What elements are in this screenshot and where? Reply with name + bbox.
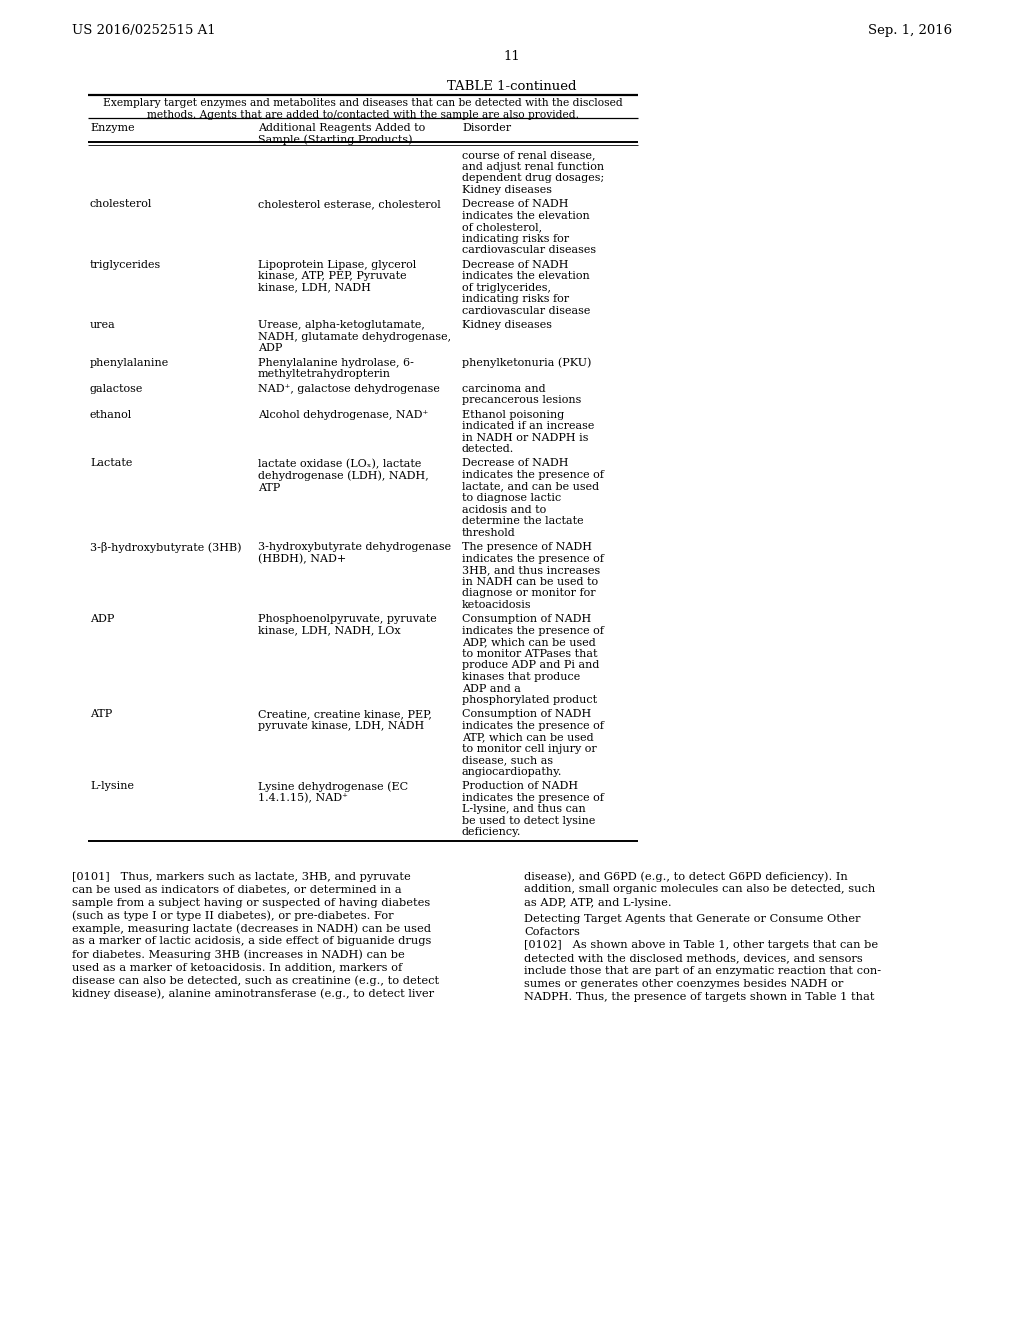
Text: cholesterol: cholesterol (90, 199, 153, 209)
Text: Phosphoenolpyruvate, pyruvate
kinase, LDH, NADH, LOx: Phosphoenolpyruvate, pyruvate kinase, LD… (258, 614, 437, 636)
Text: disease can also be detected, such as creatinine (e.g., to detect: disease can also be detected, such as cr… (72, 975, 439, 986)
Text: Lysine dehydrogenase (EC
1.4.1.15), NAD⁺: Lysine dehydrogenase (EC 1.4.1.15), NAD⁺ (258, 781, 409, 804)
Text: ATP: ATP (90, 709, 113, 719)
Text: disease), and G6PD (e.g., to detect G6PD deficiency). In: disease), and G6PD (e.g., to detect G6PD… (524, 871, 848, 882)
Text: methods. Agents that are added to/contacted with the sample are also provided.: methods. Agents that are added to/contac… (147, 110, 579, 120)
Text: course of renal disease,
and adjust renal function
dependent drug dosages;
Kidne: course of renal disease, and adjust rena… (462, 150, 604, 195)
Text: carcinoma and
precancerous lesions: carcinoma and precancerous lesions (462, 384, 582, 405)
Text: as ADP, ATP, and L-lysine.: as ADP, ATP, and L-lysine. (524, 898, 672, 908)
Text: phenylalanine: phenylalanine (90, 358, 169, 367)
Text: (such as type I or type II diabetes), or pre-diabetes. For: (such as type I or type II diabetes), or… (72, 911, 393, 921)
Text: for diabetes. Measuring 3HB (increases in NADH) can be: for diabetes. Measuring 3HB (increases i… (72, 949, 404, 960)
Text: example, measuring lactate (decreases in NADH) can be used: example, measuring lactate (decreases in… (72, 924, 431, 935)
Text: triglycerides: triglycerides (90, 260, 161, 269)
Text: ADP: ADP (90, 614, 115, 624)
Text: Disorder: Disorder (462, 123, 511, 133)
Text: phenylketonuria (PKU): phenylketonuria (PKU) (462, 358, 592, 368)
Text: addition, small organic molecules can also be detected, such: addition, small organic molecules can al… (524, 884, 876, 895)
Text: as a marker of lactic acidosis, a side effect of biguanide drugs: as a marker of lactic acidosis, a side e… (72, 936, 431, 946)
Text: can be used as indicators of diabetes, or determined in a: can be used as indicators of diabetes, o… (72, 884, 401, 895)
Text: NADPH. Thus, the presence of targets shown in Table 1 that: NADPH. Thus, the presence of targets sho… (524, 993, 874, 1002)
Text: sample from a subject having or suspected of having diabetes: sample from a subject having or suspecte… (72, 898, 430, 908)
Text: US 2016/0252515 A1: US 2016/0252515 A1 (72, 24, 216, 37)
Text: Urease, alpha-ketoglutamate,
NADH, glutamate dehydrogenase,
ADP: Urease, alpha-ketoglutamate, NADH, gluta… (258, 319, 452, 354)
Text: L-lysine: L-lysine (90, 781, 134, 791)
Text: 11: 11 (504, 50, 520, 63)
Text: Cofactors: Cofactors (524, 928, 580, 937)
Text: NAD⁺, galactose dehydrogenase: NAD⁺, galactose dehydrogenase (258, 384, 440, 393)
Text: Decrease of NADH
indicates the presence of
lactate, and can be used
to diagnose : Decrease of NADH indicates the presence … (462, 458, 604, 539)
Text: urea: urea (90, 319, 116, 330)
Text: sumes or generates other coenzymes besides NADH or: sumes or generates other coenzymes besid… (524, 979, 844, 990)
Text: Detecting Target Agents that Generate or Consume Other: Detecting Target Agents that Generate or… (524, 915, 860, 924)
Text: Phenylalanine hydrolase, 6-
methyltetrahydropterin: Phenylalanine hydrolase, 6- methyltetrah… (258, 358, 414, 379)
Text: include those that are part of an enzymatic reaction that con-: include those that are part of an enzyma… (524, 966, 881, 977)
Text: 3-hydroxybutyrate dehydrogenase
(HBDH), NAD+: 3-hydroxybutyrate dehydrogenase (HBDH), … (258, 543, 452, 564)
Text: Creatine, creatine kinase, PEP,
pyruvate kinase, LDH, NADH: Creatine, creatine kinase, PEP, pyruvate… (258, 709, 432, 730)
Text: Sep. 1, 2016: Sep. 1, 2016 (868, 24, 952, 37)
Text: Enzyme: Enzyme (90, 123, 134, 133)
Text: Sample (Starting Products): Sample (Starting Products) (258, 135, 413, 145)
Text: Additional Reagents Added to: Additional Reagents Added to (258, 123, 425, 133)
Text: Alcohol dehydrogenase, NAD⁺: Alcohol dehydrogenase, NAD⁺ (258, 409, 428, 420)
Text: [0102]   As shown above in Table 1, other targets that can be: [0102] As shown above in Table 1, other … (524, 940, 879, 950)
Text: kidney disease), alanine aminotransferase (e.g., to detect liver: kidney disease), alanine aminotransferas… (72, 989, 434, 999)
Text: galactose: galactose (90, 384, 143, 393)
Text: cholesterol esterase, cholesterol: cholesterol esterase, cholesterol (258, 199, 440, 209)
Text: ethanol: ethanol (90, 409, 132, 420)
Text: Lactate: Lactate (90, 458, 132, 469)
Text: Consumption of NADH
indicates the presence of
ADP, which can be used
to monitor : Consumption of NADH indicates the presen… (462, 614, 604, 705)
Text: detected with the disclosed methods, devices, and sensors: detected with the disclosed methods, dev… (524, 953, 863, 964)
Text: Ethanol poisoning
indicated if an increase
in NADH or NADPH is
detected.: Ethanol poisoning indicated if an increa… (462, 409, 594, 454)
Text: 3-β-hydroxybutyrate (3HB): 3-β-hydroxybutyrate (3HB) (90, 543, 242, 553)
Text: Kidney diseases: Kidney diseases (462, 319, 552, 330)
Text: TABLE 1-continued: TABLE 1-continued (447, 81, 577, 92)
Text: Production of NADH
indicates the presence of
L-lysine, and thus can
be used to d: Production of NADH indicates the presenc… (462, 781, 604, 837)
Text: Consumption of NADH
indicates the presence of
ATP, which can be used
to monitor : Consumption of NADH indicates the presen… (462, 709, 604, 777)
Text: used as a marker of ketoacidosis. In addition, markers of: used as a marker of ketoacidosis. In add… (72, 962, 402, 973)
Text: lactate oxidase (LOₓ), lactate
dehydrogenase (LDH), NADH,
ATP: lactate oxidase (LOₓ), lactate dehydroge… (258, 458, 429, 492)
Text: Exemplary target enzymes and metabolites and diseases that can be detected with : Exemplary target enzymes and metabolites… (103, 98, 623, 108)
Text: [0101]   Thus, markers such as lactate, 3HB, and pyruvate: [0101] Thus, markers such as lactate, 3H… (72, 871, 411, 882)
Text: Decrease of NADH
indicates the elevation
of triglycerides,
indicating risks for
: Decrease of NADH indicates the elevation… (462, 260, 591, 315)
Text: Lipoprotein Lipase, glycerol
kinase, ATP, PEP, Pyruvate
kinase, LDH, NADH: Lipoprotein Lipase, glycerol kinase, ATP… (258, 260, 416, 293)
Text: The presence of NADH
indicates the presence of
3HB, and thus increases
in NADH c: The presence of NADH indicates the prese… (462, 543, 604, 610)
Text: Decrease of NADH
indicates the elevation
of cholesterol,
indicating risks for
ca: Decrease of NADH indicates the elevation… (462, 199, 596, 255)
